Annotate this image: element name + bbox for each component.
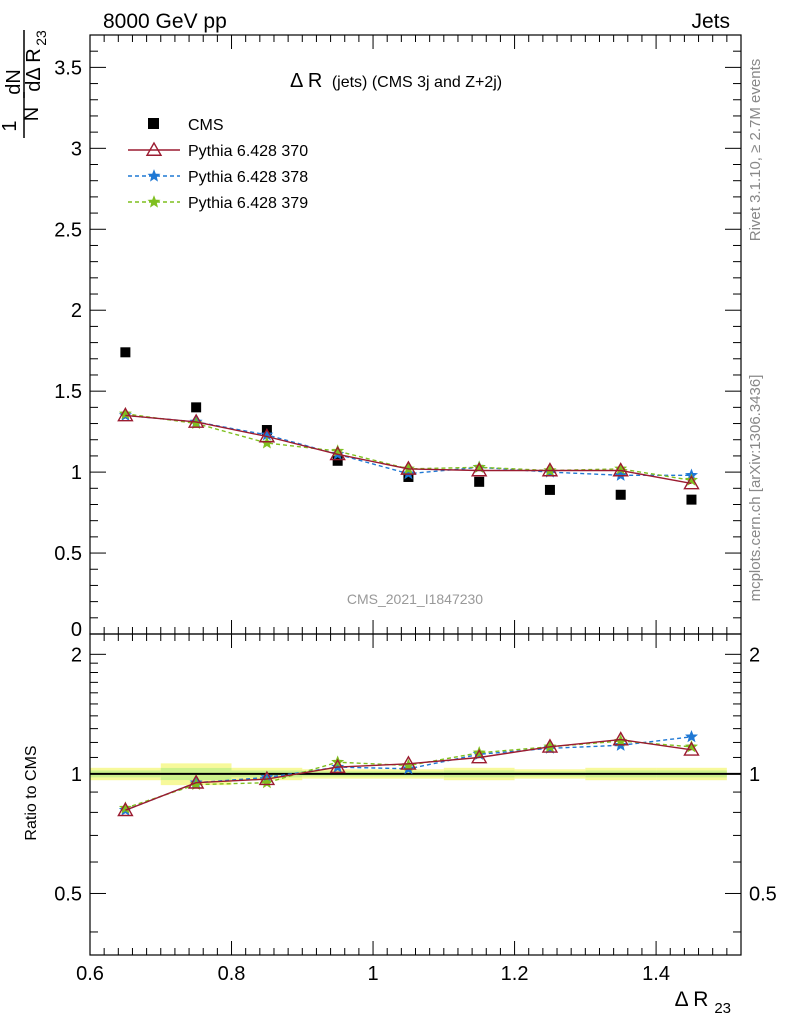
y-label-dden: dΔ R <box>23 48 45 91</box>
series-370-point <box>117 407 134 422</box>
y-label-dnum: dN <box>3 69 25 95</box>
ratio-y-tick-label-right: 0.5 <box>749 883 777 905</box>
y-label-num: 1 <box>0 120 21 131</box>
series-379-point <box>118 406 132 420</box>
ratio-y-label: Ratio to CMS <box>23 745 40 840</box>
series-379-point <box>614 462 628 475</box>
series-378-point <box>614 468 628 481</box>
cms-data-point <box>686 494 697 505</box>
cms-data-point <box>474 476 485 487</box>
ratio-y-tick-label: 0.5 <box>54 883 82 905</box>
rivet-label: Rivet 3.1.10, ≥ 2.7M events <box>747 59 764 242</box>
cms-data-point <box>615 489 626 500</box>
y-label-den: N <box>21 107 43 121</box>
x-label-main: Δ R <box>675 988 709 1011</box>
header-left: 8000 GeV pp <box>103 10 227 33</box>
series-370-point <box>400 460 417 475</box>
series-370-point <box>683 475 700 490</box>
y-tick-label: 0.5 <box>54 543 82 565</box>
series-370-ratio-line <box>125 738 692 811</box>
series-370-ratio-point <box>612 731 629 746</box>
plot-title-paren: (jets) (CMS 3j and Z+2j) <box>332 74 502 91</box>
series-378-ratio-point <box>685 729 698 743</box>
plot-title: Δ R (jets) (CMS 3j and Z+2j) <box>290 70 502 92</box>
y-axis-label: 1 N dN dΔ R 23 <box>0 30 49 138</box>
legend-marker <box>147 195 161 208</box>
cms-data-point <box>191 402 202 413</box>
series-370-point <box>541 462 559 477</box>
ratio-y-tick-label: 2 <box>71 644 82 666</box>
series-370-point <box>329 445 346 461</box>
analysis-label: CMS_2021_I1847230 <box>347 591 483 607</box>
legend: CMS Pythia 6.428 370 Pythia 6.428 378 Pythi… <box>128 117 308 212</box>
x-tick-label: 1.4 <box>642 963 670 985</box>
cms-data-point <box>403 471 414 482</box>
cms-data-point <box>544 484 555 495</box>
mcplots-label: mcplots.cern.ch [arXiv:1306.3436] <box>747 375 764 602</box>
y-tick-label: 1.5 <box>54 381 82 403</box>
x-tick-label: 1 <box>367 963 378 985</box>
series-379-ratio-point <box>472 745 486 759</box>
legend-marker <box>147 169 161 182</box>
y-tick-label: 2.5 <box>54 219 82 241</box>
y-tick-label: 3 <box>71 138 82 160</box>
legend-cms-label: CMS <box>188 117 224 134</box>
legend-label: Pythia 6.428 370 <box>188 143 308 160</box>
series-379-ratio-point <box>118 801 132 814</box>
series-370-ratio-point <box>541 738 559 753</box>
x-tick-label: 0.8 <box>218 963 246 985</box>
series-370-point <box>258 428 276 443</box>
y-tick-label: 2 <box>71 300 82 322</box>
legend-label: Pythia 6.428 378 <box>188 169 308 186</box>
x-axis-label: Δ R 23 <box>675 988 731 1017</box>
series-370-line <box>125 414 692 485</box>
x-label-sub: 23 <box>714 1000 731 1017</box>
series-370-ratio-point <box>258 770 276 786</box>
y-tick-label: 1 <box>71 462 82 484</box>
series-370-ratio-point <box>400 755 417 770</box>
ratio-frame <box>89 633 742 956</box>
y-label-dden-sub: 23 <box>33 30 49 46</box>
ratio-y-tick-label-right: 2 <box>749 644 760 666</box>
series-370-ratio-point <box>329 758 346 774</box>
series-layer <box>90 347 741 817</box>
series-370-ratio-point <box>187 774 205 789</box>
series-370-point <box>187 413 205 428</box>
ratio-y-tick-label-right: 1 <box>749 764 760 786</box>
y-tick-label: 3.5 <box>54 57 82 79</box>
y-tick-label: 0 <box>71 619 82 641</box>
plot-title-main: Δ R <box>290 70 322 92</box>
cms-data-point <box>120 347 131 358</box>
x-tick-label: 1.2 <box>501 963 529 985</box>
ratio-y-tick-label: 1 <box>71 764 82 786</box>
x-tick-label: 0.6 <box>76 963 104 985</box>
legend-label: Pythia 6.428 379 <box>188 195 308 212</box>
series-370-point <box>470 462 488 477</box>
cms-data-point <box>332 455 343 466</box>
series-378-point <box>401 466 415 480</box>
header-right: Jets <box>691 10 730 33</box>
series-370-ratio-point <box>117 801 134 817</box>
axis-ticks: 0.6 0.8 1 1.2 1.4 0 0.5 1 1.5 2 2.5 3 3.5 0.5 0.5 1 1 2 2 <box>54 34 777 985</box>
series-370-point <box>612 462 629 477</box>
legend-marker <box>145 141 163 156</box>
legend-cms-marker <box>148 118 159 129</box>
series-370-ratio-point <box>470 749 488 764</box>
series-370-ratio-point <box>683 741 700 756</box>
